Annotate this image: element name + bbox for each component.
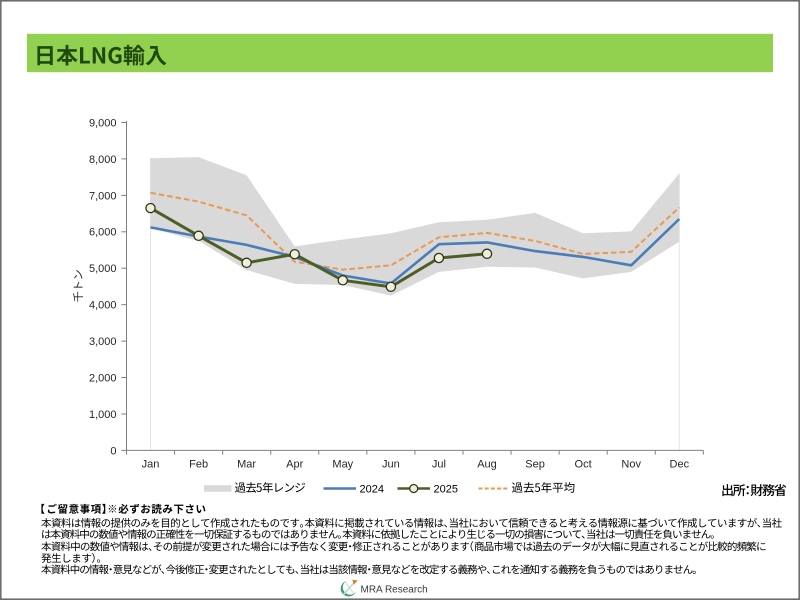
svg-text:1,000: 1,000 <box>89 409 117 421</box>
svg-text:Jul: Jul <box>432 459 446 471</box>
svg-text:Jan: Jan <box>142 459 160 471</box>
svg-text:MRA Research: MRA Research <box>361 585 428 596</box>
svg-text:2,000: 2,000 <box>89 372 117 384</box>
svg-text:2024: 2024 <box>360 484 384 496</box>
svg-text:Oct: Oct <box>575 459 592 471</box>
svg-text:7,000: 7,000 <box>89 190 117 202</box>
svg-text:Jun: Jun <box>382 459 400 471</box>
svg-text:Nov: Nov <box>621 459 641 471</box>
svg-text:Mar: Mar <box>237 459 256 471</box>
svg-text:Dec: Dec <box>670 459 690 471</box>
svg-text:May: May <box>332 459 353 471</box>
svg-text:3,000: 3,000 <box>89 336 117 348</box>
svg-text:5,000: 5,000 <box>89 263 117 275</box>
svg-text:Aug: Aug <box>477 459 497 471</box>
svg-text:Apr: Apr <box>286 459 303 471</box>
svg-text:6,000: 6,000 <box>89 227 117 239</box>
svg-text:0: 0 <box>110 445 116 457</box>
svg-text:Sep: Sep <box>525 459 545 471</box>
svg-text:4,000: 4,000 <box>89 300 117 312</box>
svg-text:8,000: 8,000 <box>89 154 117 166</box>
svg-text:Feb: Feb <box>189 459 208 471</box>
svg-text:2025: 2025 <box>434 484 458 496</box>
svg-text:9,000: 9,000 <box>89 117 117 129</box>
